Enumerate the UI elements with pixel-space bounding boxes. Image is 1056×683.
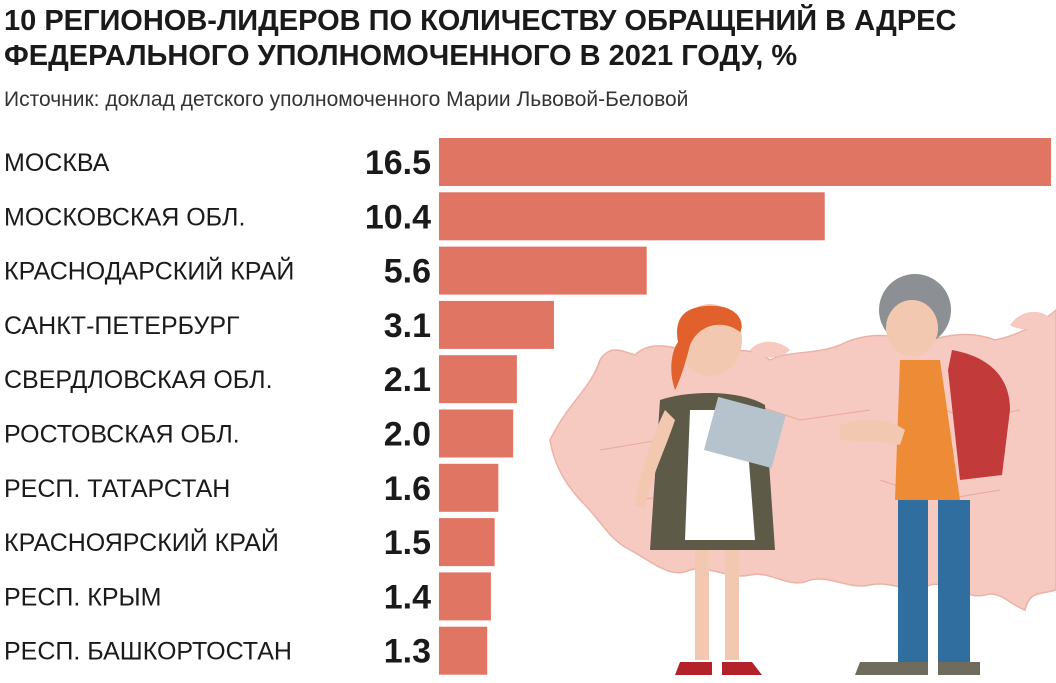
category-label-3: САНКТ-ПЕТЕРБУРГ — [4, 312, 240, 340]
value-label-5: 2.0 — [384, 416, 431, 454]
value-label-7: 1.5 — [384, 524, 431, 562]
bar-0 — [439, 138, 1051, 186]
bar-8 — [439, 572, 491, 621]
value-label-8: 1.4 — [384, 578, 431, 616]
value-label-0: 16.5 — [365, 144, 431, 182]
value-label-2: 5.6 — [384, 253, 431, 291]
category-label-5: РОСТОВСКАЯ ОБЛ. — [4, 421, 240, 449]
chart-title: 10 РЕГИОНОВ-ЛИДЕРОВ ПО КОЛИЧЕСТВУ ОБРАЩЕ… — [4, 4, 1044, 74]
bar-9 — [439, 626, 488, 675]
value-label-4: 2.1 — [384, 361, 431, 399]
children-map-illustration — [549, 274, 1056, 675]
bar-4 — [439, 355, 517, 404]
chart-title-line-2: ФЕДЕРАЛЬНОГО УПОЛНОМОЧЕННОГО В 2021 ГОДУ… — [4, 40, 798, 72]
chart-source: Источник: доклад детского уполномоченног… — [4, 88, 689, 111]
bar-6 — [439, 463, 499, 512]
category-label-9: РЕСП. БАШКОРТОСТАН — [4, 638, 292, 666]
bar-1 — [439, 192, 825, 241]
value-label-9: 1.3 — [384, 633, 431, 671]
category-label-1: МОСКОВСКАЯ ОБЛ. — [4, 203, 245, 231]
map-island — [1010, 311, 1050, 330]
boy-figure — [840, 274, 1010, 675]
bar-2 — [439, 246, 647, 295]
category-label-7: КРАСНОЯРСКИЙ КРАЙ — [4, 527, 279, 557]
category-label-8: РЕСП. КРЫМ — [4, 583, 161, 611]
chart-title-line-1: 10 РЕГИОНОВ-ЛИДЕРОВ ПО КОЛИЧЕСТВУ ОБРАЩЕ… — [4, 5, 957, 37]
bar-3 — [439, 300, 554, 349]
bars-layer: МОСКВА 16.5 МОСКОВСКАЯ ОБЛ. 10.4 КРАСНОДАРСК… — [4, 138, 1051, 675]
value-label-3: 3.1 — [384, 307, 431, 345]
girl-figure — [635, 304, 786, 675]
value-label-1: 10.4 — [365, 198, 431, 236]
category-label-4: СВЕРДЛОВСКАЯ ОБЛ. — [4, 366, 273, 394]
map-island — [750, 341, 790, 358]
category-label-6: РЕСП. ТАТАРСТАН — [4, 475, 230, 503]
category-label-0: МОСКВА — [4, 149, 110, 177]
bar-5 — [439, 409, 514, 458]
category-label-2: КРАСНОДАРСКИЙ КРАЙ — [4, 256, 294, 286]
value-label-6: 1.6 — [384, 470, 431, 508]
bar-7 — [439, 518, 495, 567]
